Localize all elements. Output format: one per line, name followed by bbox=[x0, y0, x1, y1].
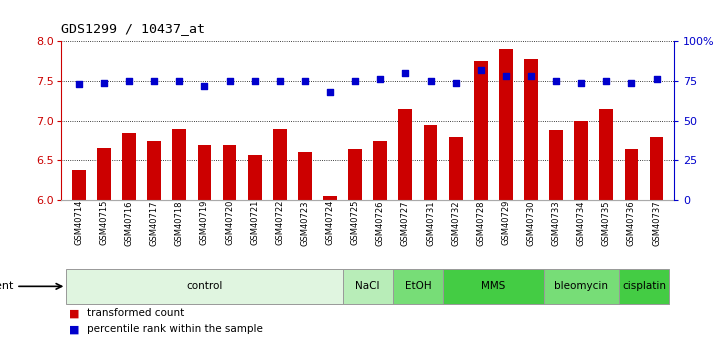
Text: GSM40722: GSM40722 bbox=[275, 200, 284, 246]
Bar bbox=[424, 125, 438, 200]
Bar bbox=[624, 148, 638, 200]
Text: GSM40729: GSM40729 bbox=[501, 200, 510, 246]
Bar bbox=[172, 129, 186, 200]
Bar bbox=[549, 130, 563, 200]
Point bbox=[550, 78, 562, 84]
Text: GSM40728: GSM40728 bbox=[477, 200, 485, 246]
Text: GSM40717: GSM40717 bbox=[150, 200, 159, 246]
Point bbox=[299, 78, 311, 84]
Bar bbox=[448, 137, 463, 200]
Text: GSM40727: GSM40727 bbox=[401, 200, 410, 246]
Text: GSM40734: GSM40734 bbox=[577, 200, 585, 246]
Bar bbox=[619, 269, 669, 304]
Point bbox=[626, 80, 637, 86]
Text: GSM40726: GSM40726 bbox=[376, 200, 385, 246]
Point bbox=[500, 73, 512, 79]
Bar bbox=[348, 148, 362, 200]
Bar bbox=[544, 269, 619, 304]
Bar bbox=[499, 49, 513, 200]
Text: GSM40731: GSM40731 bbox=[426, 200, 435, 246]
Text: GSM40715: GSM40715 bbox=[99, 200, 108, 246]
Point bbox=[651, 77, 663, 82]
Point bbox=[274, 78, 286, 84]
Point bbox=[73, 81, 84, 87]
Bar bbox=[443, 269, 544, 304]
Text: GSM40733: GSM40733 bbox=[552, 200, 561, 246]
Point bbox=[174, 78, 185, 84]
Point bbox=[224, 78, 235, 84]
Text: GSM40730: GSM40730 bbox=[526, 200, 536, 246]
Text: ■: ■ bbox=[68, 325, 79, 334]
Text: GSM40732: GSM40732 bbox=[451, 200, 460, 246]
Point bbox=[249, 78, 260, 84]
Bar bbox=[147, 141, 161, 200]
Bar bbox=[97, 148, 111, 200]
Point bbox=[149, 78, 160, 84]
Text: GDS1299 / 10437_at: GDS1299 / 10437_at bbox=[61, 22, 205, 36]
Bar bbox=[393, 269, 443, 304]
Text: GSM40725: GSM40725 bbox=[350, 200, 360, 246]
Text: GSM40737: GSM40737 bbox=[652, 200, 661, 246]
Bar bbox=[342, 269, 393, 304]
Point bbox=[199, 83, 211, 89]
Text: transformed count: transformed count bbox=[87, 308, 184, 318]
Text: GSM40720: GSM40720 bbox=[225, 200, 234, 246]
Text: percentile rank within the sample: percentile rank within the sample bbox=[87, 325, 262, 334]
Text: GSM40718: GSM40718 bbox=[174, 200, 184, 246]
Point bbox=[350, 78, 361, 84]
Bar bbox=[122, 133, 136, 200]
Text: GSM40736: GSM40736 bbox=[627, 200, 636, 246]
Bar bbox=[72, 170, 86, 200]
Text: GSM40724: GSM40724 bbox=[326, 200, 335, 246]
Point bbox=[399, 70, 411, 76]
Text: EtOH: EtOH bbox=[404, 282, 431, 291]
Bar bbox=[298, 152, 311, 200]
Point bbox=[450, 80, 461, 86]
Text: cisplatin: cisplatin bbox=[622, 282, 666, 291]
Bar bbox=[599, 109, 614, 200]
Text: NaCl: NaCl bbox=[355, 282, 380, 291]
Bar bbox=[524, 59, 538, 200]
Text: GSM40723: GSM40723 bbox=[301, 200, 309, 246]
Bar bbox=[474, 61, 487, 200]
Bar bbox=[248, 155, 262, 200]
Text: control: control bbox=[186, 282, 223, 291]
Point bbox=[374, 77, 386, 82]
Point bbox=[123, 78, 135, 84]
Text: ■: ■ bbox=[68, 308, 79, 318]
Bar bbox=[373, 141, 387, 200]
Text: GSM40719: GSM40719 bbox=[200, 200, 209, 246]
Bar bbox=[198, 145, 211, 200]
Bar bbox=[273, 129, 287, 200]
Point bbox=[324, 89, 336, 95]
Bar bbox=[650, 137, 663, 200]
Text: GSM40735: GSM40735 bbox=[602, 200, 611, 246]
Point bbox=[601, 78, 612, 84]
Text: MMS: MMS bbox=[481, 282, 505, 291]
Text: GSM40714: GSM40714 bbox=[74, 200, 84, 246]
Point bbox=[425, 78, 436, 84]
Bar bbox=[323, 196, 337, 200]
Bar bbox=[223, 145, 236, 200]
Text: GSM40721: GSM40721 bbox=[250, 200, 259, 246]
Bar bbox=[399, 109, 412, 200]
Bar bbox=[575, 121, 588, 200]
Text: agent: agent bbox=[0, 282, 14, 291]
Text: GSM40716: GSM40716 bbox=[125, 200, 133, 246]
Bar bbox=[66, 269, 342, 304]
Text: bleomycin: bleomycin bbox=[554, 282, 609, 291]
Point bbox=[525, 73, 536, 79]
Point bbox=[475, 67, 487, 73]
Point bbox=[98, 80, 110, 86]
Point bbox=[575, 80, 587, 86]
